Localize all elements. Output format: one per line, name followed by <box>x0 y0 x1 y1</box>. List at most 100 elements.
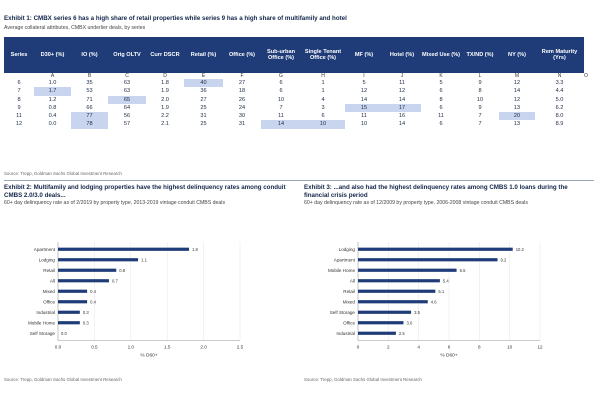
table-cell: 57 <box>108 120 146 129</box>
table-cell: 56 <box>108 112 146 121</box>
data-label: 2.5 <box>399 331 405 336</box>
table-cell: 12 <box>4 120 34 129</box>
bar <box>358 310 412 314</box>
column-letter: M <box>499 73 535 79</box>
table-cell: 25 <box>184 103 223 113</box>
table-cell: 71 <box>71 95 108 104</box>
category-label: Mixed <box>43 289 56 294</box>
data-label: 9.2 <box>501 257 507 262</box>
exhibit3-source: Source: Trepp, Goldman Sachs Global Inve… <box>304 377 422 382</box>
bar <box>58 279 109 283</box>
category-label: Self Storage <box>30 331 56 336</box>
table-cell: 31 <box>184 112 223 121</box>
data-label: 10.2 <box>516 247 525 252</box>
column-letter: D <box>146 73 184 79</box>
table-row: 9 0.8 66 64 1.9 25 24 7 3 15 17 6 9 13 6.2 <box>4 103 584 113</box>
column-letter <box>4 73 34 79</box>
table-cell: 17 <box>383 103 421 113</box>
data-label: 3.5 <box>414 310 420 315</box>
category-label: Industrial <box>36 310 55 315</box>
table-cell: 2.2 <box>146 112 184 121</box>
table-cell: 12 <box>345 87 383 96</box>
table-cell: 36 <box>184 87 223 96</box>
table-cell: 5 <box>421 79 461 88</box>
category-label: Self Storage <box>330 310 356 315</box>
table-cell: 77 <box>71 112 108 121</box>
data-label: 4.6 <box>431 299 437 304</box>
table-cell: 11 <box>345 112 383 121</box>
table-cell: 12 <box>499 79 535 88</box>
table-cell: 5.0 <box>535 95 584 104</box>
exhibit3-subtitle: 60+ day delinquency rate as of 12/2009 b… <box>304 200 528 206</box>
table-cell: 1.8 <box>146 79 184 88</box>
table-cell: 1 <box>301 79 345 88</box>
exhibit2-title: Exhibit 2: Multifamily and lodging prope… <box>4 184 286 199</box>
table-cell: 4 <box>301 95 345 104</box>
column-letter: H <box>301 73 345 79</box>
category-label: Mobile Home <box>28 320 56 325</box>
column-header: Rem Maturity (Yrs) <box>535 37 584 73</box>
data-label: 1.8 <box>192 247 198 252</box>
table-cell: 6 <box>421 120 461 129</box>
table-cell: 7 <box>461 120 499 129</box>
x-tick-label: 0.0 <box>55 345 62 350</box>
data-label: 0.3 <box>83 310 89 315</box>
column-header: TX/ND (%) <box>461 37 499 73</box>
table-cell: 6 <box>421 103 461 113</box>
table-cell: 9 <box>461 79 499 88</box>
data-label: 0.4 <box>90 289 96 294</box>
bar <box>58 268 117 272</box>
column-letter: C <box>108 73 146 79</box>
bar <box>58 258 139 262</box>
column-letter: A <box>34 73 71 79</box>
table-cell: 9 <box>461 103 499 113</box>
table-cell: 11 <box>261 112 301 121</box>
table-cell: 27 <box>184 95 223 104</box>
table-cell: 63 <box>108 87 146 96</box>
category-label: Retail <box>343 289 355 294</box>
table-cell: 1.7 <box>34 87 71 96</box>
table-cell: 2.1 <box>146 120 184 129</box>
table-row: 11 0.4 77 56 2.2 31 30 11 6 11 16 11 7 20 8.0 <box>4 112 584 121</box>
table-cell: 14 <box>345 95 383 104</box>
table-cell: 14 <box>383 120 421 129</box>
table-cell: 11 <box>383 79 421 88</box>
table-row: 6 1.0 35 63 1.8 40 27 6 1 5 11 5 9 12 3.3 <box>4 79 584 88</box>
table-cell: 6 <box>261 79 301 88</box>
category-label: Lodging <box>339 247 356 252</box>
table-cell: 53 <box>71 87 108 96</box>
table-cell: 3 <box>301 103 345 113</box>
column-letter: F <box>223 73 261 79</box>
column-letter: I <box>345 73 383 79</box>
column-letter: G <box>261 73 301 79</box>
table-cell: 63 <box>108 79 146 88</box>
table-cell: 0.4 <box>34 112 71 121</box>
column-header: IO (%) <box>71 37 108 73</box>
x-tick-label: 1.5 <box>164 345 171 350</box>
data-label: 5.4 <box>443 278 449 283</box>
category-label: Office <box>343 320 355 325</box>
table-cell: 7 <box>461 112 499 121</box>
data-label: 5.1 <box>438 289 444 294</box>
table-cell: 6.2 <box>535 103 584 113</box>
divider <box>4 180 594 181</box>
column-header: Series <box>4 37 34 73</box>
column-header: Sub-urban Office (%) <box>261 37 301 73</box>
x-tick-label: 2.5 <box>237 345 244 350</box>
exhibit1-title: Exhibit 1: CMBX series 6 has a high shar… <box>4 15 347 22</box>
bar <box>358 300 428 304</box>
column-letter: B <box>71 73 108 79</box>
table-cell: 26 <box>223 95 261 104</box>
table-cell: 64 <box>108 103 146 113</box>
table-cell: 1.0 <box>34 79 71 88</box>
bar <box>358 321 404 325</box>
bar <box>358 258 498 262</box>
bar <box>358 247 513 251</box>
exhibit2-source: Source: Trepp, Goldman Sachs Global Inve… <box>4 377 122 382</box>
bar <box>58 310 80 314</box>
exhibit2-chart: 0.0 0.5 1.0 1.5 2.0 2.5 Apartment 1.8 Lodging 1.1… <box>28 242 244 359</box>
column-letter: N <box>535 73 584 79</box>
category-label: Office <box>43 299 55 304</box>
category-label: All <box>350 278 355 283</box>
x-tick-label: 0 <box>357 345 360 350</box>
